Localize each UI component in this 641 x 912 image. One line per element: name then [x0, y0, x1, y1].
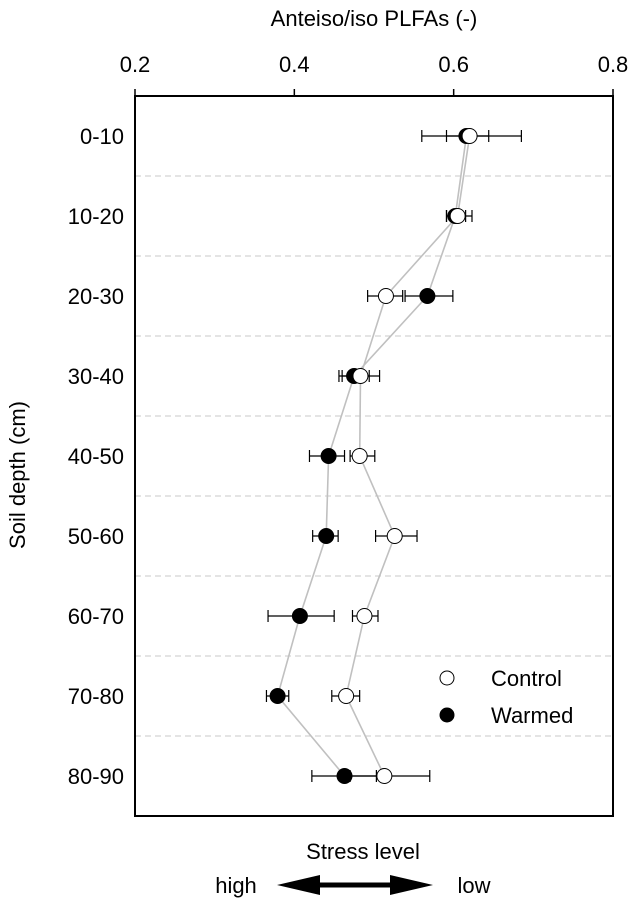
legend-warmed-label: Warmed: [491, 703, 573, 728]
y-tick-label: 50-60: [68, 524, 124, 549]
plot-frame: [134, 95, 614, 817]
stress-low-label: low: [457, 873, 490, 898]
x-tick-label: 0.8: [598, 52, 629, 77]
double-arrow-icon: [277, 875, 433, 895]
stress-high-label: high: [215, 873, 257, 898]
x-tick-label: 0.4: [279, 52, 310, 77]
data-point-control: [377, 288, 394, 304]
y-tick-label: 0-10: [80, 124, 124, 149]
legend: Control Warmed: [439, 666, 573, 728]
data-markers: [269, 128, 478, 784]
y-tick-label: 10-20: [68, 204, 124, 229]
y-axis-tick-labels: 0-10 10-20 20-30 30-40 40-50 50-60 60-70 70-80 8…: [68, 124, 124, 789]
data-point-control: [356, 608, 373, 624]
data-point-control: [449, 208, 466, 224]
data-point-control: [338, 688, 355, 704]
legend-warmed-marker: [439, 707, 455, 723]
legend-control-label: Control: [491, 666, 562, 691]
y-tick-label: 70-80: [68, 684, 124, 709]
data-point-control: [351, 448, 368, 464]
stress-level-title: Stress level: [306, 839, 420, 864]
y-tick-label: 30-40: [68, 364, 124, 389]
data-point-warmed: [336, 768, 353, 784]
error-bars: [265, 130, 522, 782]
data-point-warmed: [269, 688, 286, 704]
data-point-warmed: [320, 448, 337, 464]
y-tick-label: 80-90: [68, 764, 124, 789]
x-axis-ticks: 0.2 0.4 0.6 0.8: [120, 52, 629, 96]
x-tick-label: 0.2: [120, 52, 151, 77]
stress-level-annotation: Stress level high low: [215, 839, 490, 898]
data-point-warmed: [291, 608, 308, 624]
data-point-control: [461, 128, 478, 144]
data-point-warmed: [318, 528, 335, 544]
y-axis-label: Soil depth (cm): [5, 401, 30, 549]
x-tick-label: 0.6: [438, 52, 469, 77]
y-tick-label: 60-70: [68, 604, 124, 629]
data-point-warmed: [419, 288, 436, 304]
y-tick-label: 20-30: [68, 284, 124, 309]
x-axis-label: Anteiso/iso PLFAs (-): [271, 6, 478, 31]
y-tick-label: 40-50: [68, 444, 124, 469]
legend-control-marker: [439, 670, 455, 686]
data-point-control: [352, 368, 369, 384]
data-point-control: [386, 528, 403, 544]
data-point-control: [376, 768, 393, 784]
